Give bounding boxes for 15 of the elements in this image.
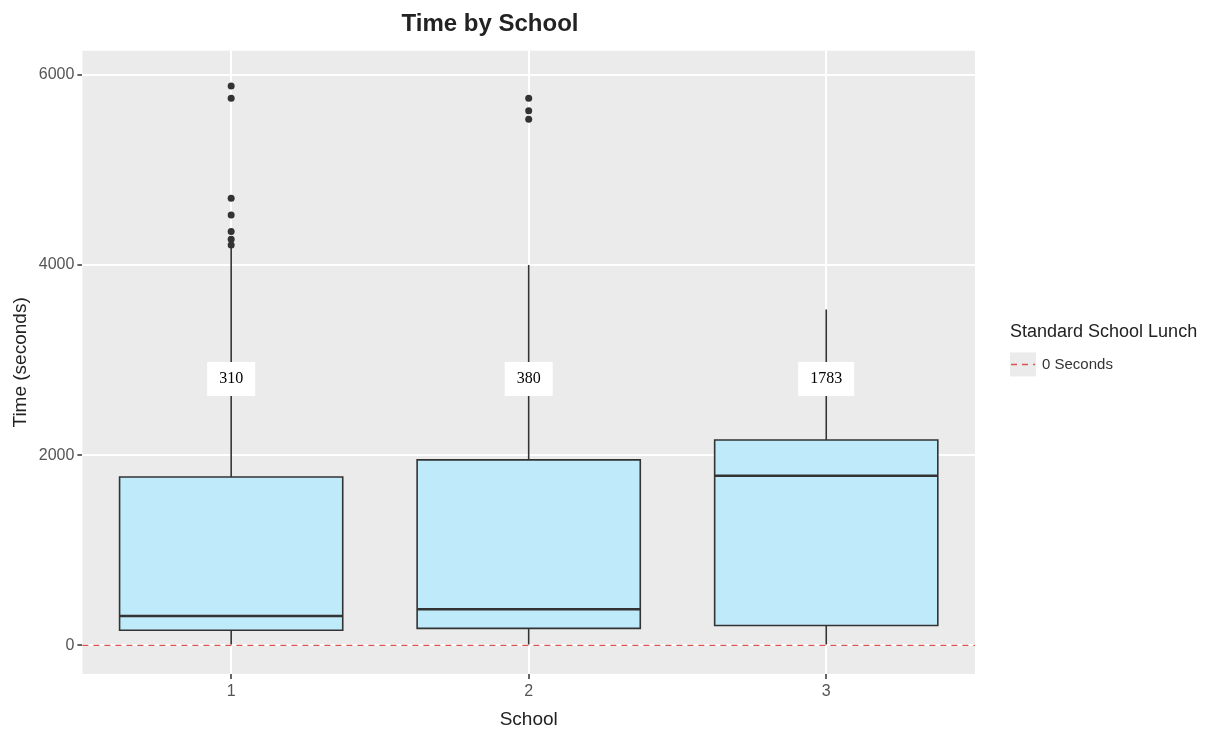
annotation: 1783 bbox=[810, 369, 843, 387]
y-tick-label: 0 bbox=[65, 635, 75, 653]
x-tick-label: 1 bbox=[226, 682, 236, 700]
chart-title: Time by School bbox=[401, 9, 579, 37]
y-tick-label: 6000 bbox=[38, 64, 75, 82]
y-axis-title: Time (seconds) bbox=[8, 297, 30, 428]
legend-label: 0 Seconds bbox=[1042, 354, 1113, 372]
x-axis-title: School bbox=[499, 707, 558, 729]
x-tick-label: 3 bbox=[821, 682, 831, 700]
annotation: 380 bbox=[516, 369, 541, 387]
y-tick-label: 4000 bbox=[38, 255, 75, 273]
legend-title: Standard School Lunch bbox=[1010, 321, 1198, 342]
y-tick-label: 2000 bbox=[38, 445, 75, 463]
x-tick-label: 2 bbox=[524, 682, 534, 700]
annotation: 310 bbox=[219, 369, 244, 387]
